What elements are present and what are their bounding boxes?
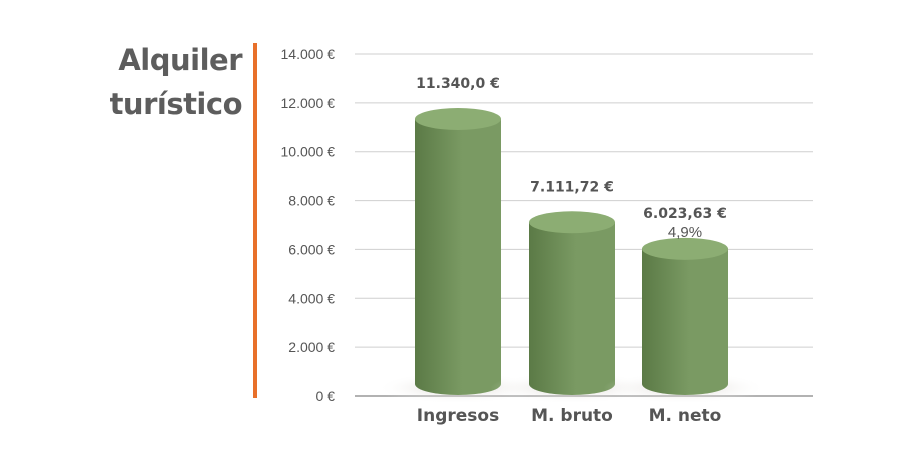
x-tick-label: M. bruto <box>531 406 613 426</box>
bar-ingresos <box>415 118 501 395</box>
x-tick-label: M. neto <box>649 406 722 426</box>
data-label: 11.340,0 € <box>416 76 500 92</box>
accent-divider <box>253 43 257 398</box>
y-tick-label: 0 € <box>316 388 336 404</box>
data-label: 6.023,63 € <box>643 206 727 222</box>
y-tick-label: 14.000 € <box>281 46 336 62</box>
y-tick-label: 2.000 € <box>288 339 335 355</box>
y-tick-label: 12.000 € <box>281 95 336 111</box>
y-tick-label: 10.000 € <box>281 144 336 160</box>
chart-title: Alquiler turístico <box>96 38 243 126</box>
bar-top <box>529 211 615 234</box>
x-tick-label: Ingresos <box>417 406 499 426</box>
chart-title-line-2: turístico <box>109 87 243 121</box>
chart-title-line-1: Alquiler <box>118 43 242 77</box>
bar-top <box>415 107 501 130</box>
bar-m-neto <box>642 248 728 395</box>
y-tick-label: 8.000 € <box>288 193 335 209</box>
bar-top <box>642 237 728 260</box>
bar-m-bruto <box>529 222 615 395</box>
annotation-label: 4,9% <box>668 224 702 241</box>
y-tick-label: 4.000 € <box>288 290 335 306</box>
y-tick-label: 6.000 € <box>288 241 335 257</box>
data-label: 7.111,72 € <box>530 179 614 195</box>
